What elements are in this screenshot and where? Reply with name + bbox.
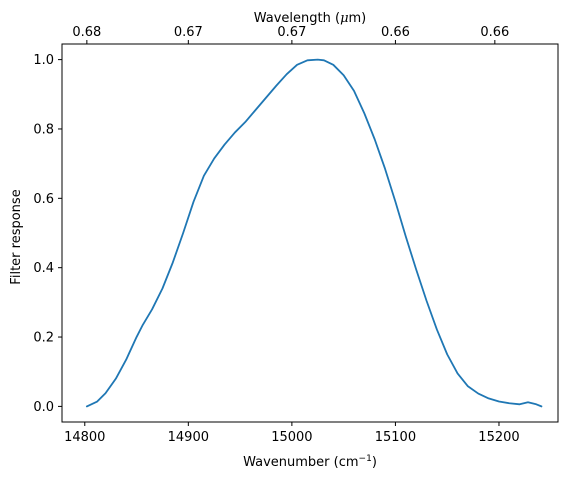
y-tick-label: 1.0	[33, 53, 54, 68]
top-tick-label: 0.68	[72, 25, 101, 40]
top-tick-label: 0.66	[480, 25, 509, 40]
top-tick-label: 0.66	[381, 25, 410, 40]
top-tick-label: 0.67	[277, 25, 306, 40]
top-axis-label-mu: μ	[340, 11, 348, 26]
x-tick-label: 14900	[168, 430, 209, 445]
filter-response-line	[85, 58, 543, 408]
series-layer	[85, 58, 543, 408]
y-tick-label: 0.4	[33, 261, 54, 276]
top-axis-label-suffix: m)	[349, 11, 367, 26]
y-tick-label: 0.0	[33, 400, 54, 415]
x-tick-label: 15000	[271, 430, 312, 445]
y-tick-label: 0.6	[33, 192, 54, 207]
x-axis-label: Wavenumber (cm−1)	[243, 454, 377, 470]
x-tick-label: 14800	[64, 430, 105, 445]
top-tick-label: 0.67	[174, 25, 203, 40]
x-tick-label: 15100	[375, 430, 416, 445]
x-tick-label: 15200	[478, 430, 519, 445]
plot-frame	[61, 43, 559, 423]
y-axis-label: Filter response	[9, 189, 24, 284]
y-tick-label: 0.2	[33, 331, 54, 346]
top-axis-label: Wavelength (μm)	[254, 11, 367, 26]
y-tick-label: 0.8	[33, 122, 54, 137]
x-axis-label-suffix: )	[372, 455, 377, 470]
ticks-layer: 14800 14900 15000 15100 15200 0.0 0.2 0.4 0.6 0.8…	[33, 25, 519, 445]
x-axis-label-superscript: −1	[359, 454, 372, 464]
